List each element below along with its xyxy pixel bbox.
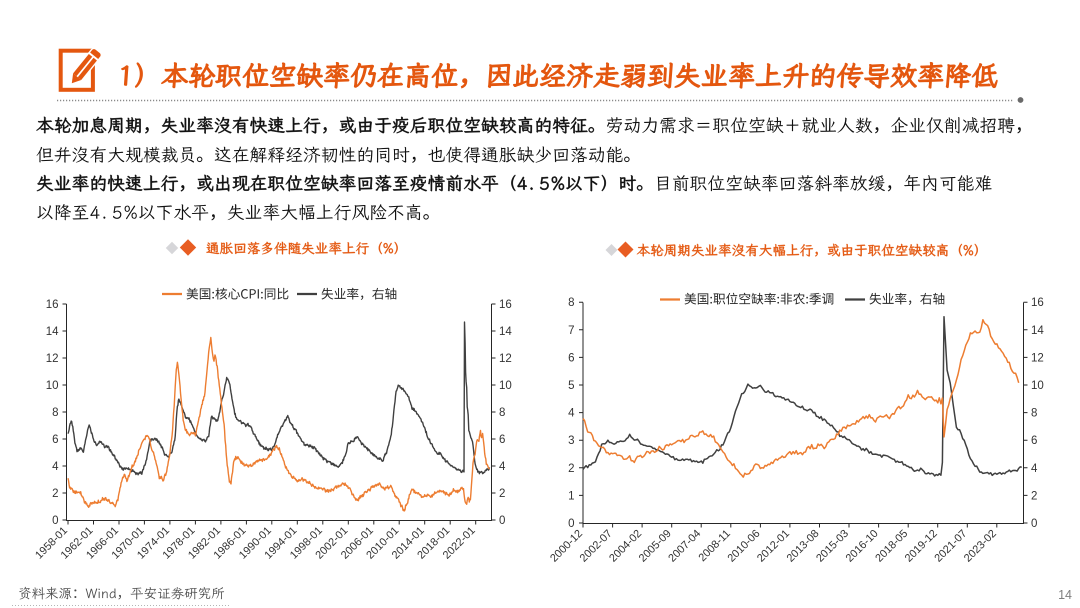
svg-text:7: 7 xyxy=(568,325,574,337)
svg-text:0: 0 xyxy=(1031,518,1037,530)
svg-text:8: 8 xyxy=(499,407,505,419)
svg-text:0: 0 xyxy=(499,515,505,527)
svg-text:2: 2 xyxy=(568,463,574,475)
svg-text:8: 8 xyxy=(568,297,574,309)
svg-text:4: 4 xyxy=(1031,463,1038,475)
svg-text:4: 4 xyxy=(499,461,506,473)
svg-text:6: 6 xyxy=(1031,435,1037,447)
svg-text:6: 6 xyxy=(568,352,574,364)
svg-text:10: 10 xyxy=(46,380,59,392)
svg-text:12: 12 xyxy=(46,353,59,365)
svg-text:2: 2 xyxy=(52,488,58,500)
svg-text:8: 8 xyxy=(52,407,58,419)
svg-text:12: 12 xyxy=(1031,352,1044,364)
svg-text:12: 12 xyxy=(499,353,512,365)
svg-text:2: 2 xyxy=(1031,490,1037,502)
svg-text:10: 10 xyxy=(499,380,512,392)
svg-text:6: 6 xyxy=(52,434,58,446)
svg-text:6: 6 xyxy=(499,434,505,446)
svg-text:1: 1 xyxy=(568,490,574,502)
svg-text:16: 16 xyxy=(46,299,59,311)
svg-text:14: 14 xyxy=(46,326,59,338)
svg-text:5: 5 xyxy=(568,380,574,392)
svg-text:14: 14 xyxy=(1058,588,1072,602)
svg-text:16: 16 xyxy=(1031,297,1044,309)
svg-text:14: 14 xyxy=(499,326,512,338)
svg-text:0: 0 xyxy=(568,518,574,530)
svg-text:16: 16 xyxy=(499,299,512,311)
svg-text:4: 4 xyxy=(568,408,575,420)
svg-text:10: 10 xyxy=(1031,380,1044,392)
svg-text:8: 8 xyxy=(1031,408,1037,420)
svg-text:4: 4 xyxy=(52,461,59,473)
svg-text:0: 0 xyxy=(52,515,58,527)
svg-text:2: 2 xyxy=(499,488,505,500)
svg-text:14: 14 xyxy=(1031,325,1044,337)
svg-text:3: 3 xyxy=(568,435,574,447)
